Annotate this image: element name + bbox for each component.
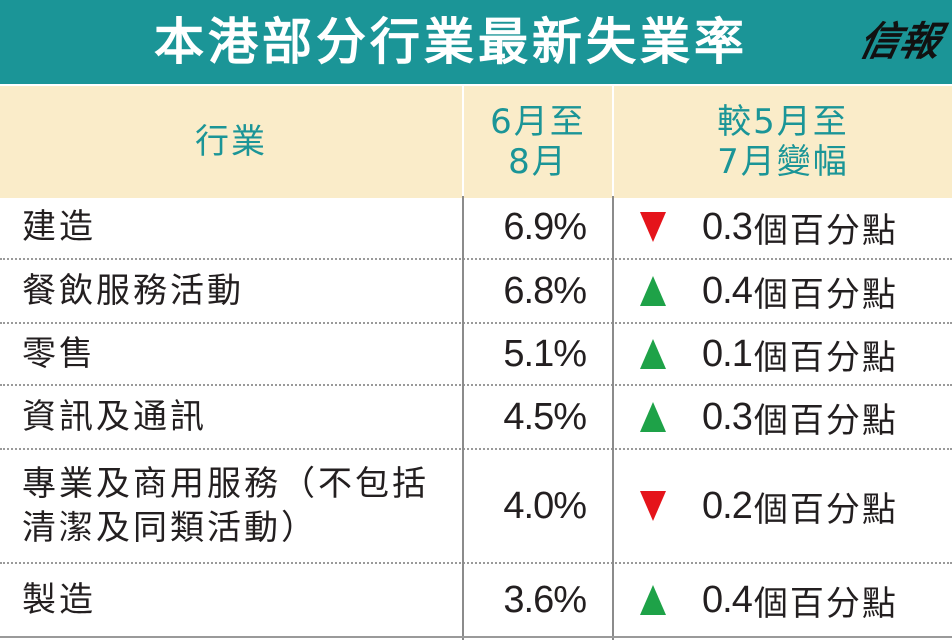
change-unit: 個百分點: [753, 400, 898, 441]
industry-name: 資訊及通訊: [22, 397, 207, 437]
up-arrow-icon: [640, 339, 666, 369]
industry-name: 零售: [22, 334, 96, 374]
table-row: 專業及商用服務（不包括清潔及同類活動） 4.0% 0.2 個百分點: [0, 450, 952, 564]
change-value: 0.4: [702, 269, 753, 312]
title-bar: 本港部分行業最新失業率 信報: [0, 0, 952, 84]
table-row: 製造 3.6% 0.4 個百分點: [0, 564, 952, 636]
change-cell: 0.3 個百分點: [614, 196, 952, 258]
change-cell: 0.2 個百分點: [614, 450, 952, 562]
down-arrow-icon: [640, 212, 666, 242]
change-value: 0.3: [702, 395, 753, 438]
page-title: 本港部分行業最新失業率: [154, 13, 748, 71]
up-arrow-icon: [640, 585, 666, 615]
change-value: 0.2: [702, 484, 753, 527]
header-divider: [612, 86, 614, 198]
industry-name: 製造: [22, 580, 96, 620]
header-change: 較5月至 7月變幅: [614, 86, 952, 198]
down-arrow-icon: [640, 491, 666, 521]
industry-name: 建造: [22, 207, 96, 247]
header-rate-line2: 8月: [508, 142, 568, 182]
unemployment-rate: 6.9%: [503, 205, 587, 248]
table-header: 行業 6月至 8月 較5月至 7月變幅: [0, 84, 952, 198]
unemployment-rate: 4.5%: [503, 395, 587, 438]
table-body: 建造 6.9% 0.3 個百分點 餐飲服務活動 6.8% 0.4 個百分點 零售…: [0, 196, 952, 640]
change-unit: 個百分點: [753, 337, 898, 378]
change-cell: 0.4 個百分點: [614, 564, 952, 636]
header-rate: 6月至 8月: [464, 86, 612, 198]
industry-name: 餐飲服務活動: [22, 271, 244, 311]
change-value: 0.4: [702, 578, 753, 621]
header-change-line1: 較5月至: [717, 102, 849, 142]
change-cell: 0.3 個百分點: [614, 386, 952, 448]
header-divider: [462, 86, 464, 198]
change-unit: 個百分點: [753, 489, 898, 530]
change-cell: 0.4 個百分點: [614, 260, 952, 322]
unemployment-rate: 3.6%: [503, 578, 587, 621]
column-divider: [462, 196, 464, 640]
industry-name: 專業及商用服務（不包括清潔及同類活動）: [22, 464, 429, 548]
unemployment-rate: 6.8%: [503, 269, 587, 312]
header-rate-line1: 6月至: [490, 102, 586, 142]
brand-logo: 信報: [855, 18, 946, 65]
change-unit: 個百分點: [753, 274, 898, 315]
table-row: 餐飲服務活動 6.8% 0.4 個百分點: [0, 260, 952, 324]
table-bottom-rule: [0, 636, 952, 638]
header-industry: 行業: [0, 86, 462, 198]
unemployment-rate: 4.0%: [503, 484, 587, 527]
change-unit: 個百分點: [753, 210, 898, 251]
column-divider: [612, 196, 614, 640]
change-value: 0.3: [702, 205, 753, 248]
table-row: 零售 5.1% 0.1 個百分點: [0, 324, 952, 386]
table-row: 資訊及通訊 4.5% 0.3 個百分點: [0, 386, 952, 450]
change-unit: 個百分點: [753, 583, 898, 624]
header-change-line2: 7月變幅: [717, 142, 849, 182]
change-value: 0.1: [702, 332, 753, 375]
up-arrow-icon: [640, 402, 666, 432]
unemployment-rate: 5.1%: [503, 332, 587, 375]
header-industry-label: 行業: [195, 122, 267, 162]
change-cell: 0.1 個百分點: [614, 324, 952, 384]
up-arrow-icon: [640, 276, 666, 306]
table-row: 建造 6.9% 0.3 個百分點: [0, 196, 952, 260]
